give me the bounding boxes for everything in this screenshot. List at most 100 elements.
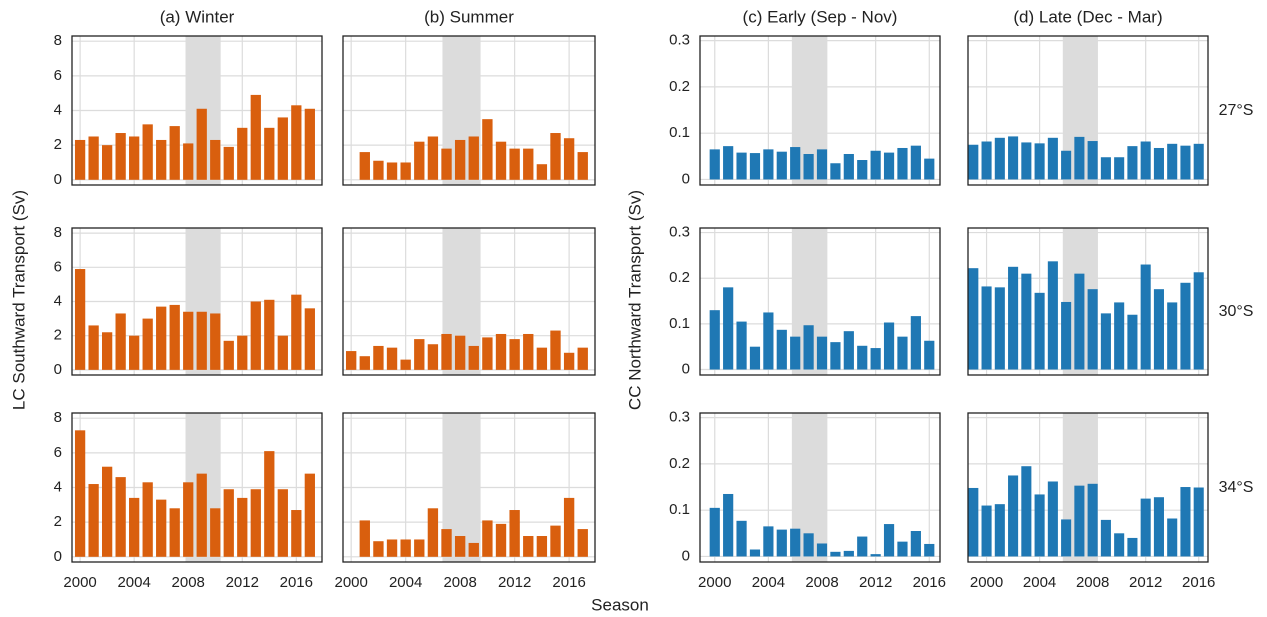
panel-frame — [71, 412, 323, 563]
bar — [883, 322, 895, 370]
bar — [304, 473, 315, 557]
bar — [277, 335, 288, 370]
panel-frame — [699, 412, 941, 563]
bar — [264, 127, 275, 180]
bar — [749, 549, 761, 557]
bar — [414, 539, 425, 557]
bar — [264, 299, 275, 370]
bar — [142, 318, 153, 370]
x-tick-label: 2004 — [752, 574, 785, 591]
y-tick-label: 4 — [54, 101, 62, 118]
panel-frame — [699, 35, 941, 186]
bar — [803, 533, 814, 557]
y-tick-label: 6 — [54, 444, 62, 461]
bar — [277, 489, 288, 557]
bar — [994, 137, 1005, 180]
x-tick-label: 2000 — [970, 574, 1003, 591]
bar — [803, 153, 814, 180]
bar — [709, 310, 720, 370]
bar — [924, 158, 935, 180]
bar — [1047, 261, 1058, 370]
y-tick-label: 8 — [54, 409, 62, 426]
bar — [1061, 150, 1072, 180]
bar — [210, 139, 221, 180]
x-axis-label: Season — [591, 595, 649, 614]
bar — [74, 139, 86, 180]
bar — [1087, 483, 1098, 557]
bar — [816, 149, 828, 180]
bar — [129, 136, 140, 180]
bar — [1193, 487, 1204, 557]
bar — [373, 345, 384, 370]
bar — [400, 162, 411, 180]
bar — [74, 269, 86, 370]
x-tick-label: 2008 — [805, 574, 838, 591]
bar — [237, 497, 248, 557]
bar — [870, 348, 881, 370]
bar — [1100, 313, 1111, 370]
bar — [981, 141, 992, 180]
y-tick-label: 2 — [54, 327, 62, 344]
y-tick-label: 0 — [54, 361, 62, 378]
bar — [509, 510, 520, 557]
panel-frame — [71, 35, 323, 186]
bar — [776, 329, 787, 370]
bar — [359, 520, 370, 557]
bar — [495, 523, 507, 557]
y-tick-label: 6 — [54, 67, 62, 84]
bar — [454, 139, 466, 180]
bar — [373, 541, 384, 557]
bar — [250, 94, 261, 180]
bar — [386, 162, 398, 180]
bar — [427, 344, 439, 370]
x-tick-label: 2000 — [698, 574, 731, 591]
y-tick-label: 6 — [54, 258, 62, 275]
bar — [857, 160, 868, 180]
bar — [910, 145, 921, 180]
y-tick-label: 2 — [54, 513, 62, 530]
bar — [1034, 143, 1045, 180]
x-tick-label: 2012 — [226, 574, 259, 591]
bar — [1114, 302, 1125, 370]
bar — [723, 287, 734, 370]
panel-frame — [71, 227, 323, 376]
bar — [968, 268, 979, 370]
bar — [1061, 519, 1072, 557]
bar — [1021, 273, 1032, 370]
y-tick-label: 2 — [54, 136, 62, 153]
bar — [1034, 494, 1045, 557]
y-tick-label: 0.1 — [669, 124, 690, 141]
bar — [210, 508, 221, 557]
y-tick-label: 8 — [54, 32, 62, 49]
bar — [994, 504, 1005, 557]
bar — [1087, 289, 1098, 370]
bar — [763, 312, 774, 370]
bar — [1127, 537, 1138, 557]
bar — [291, 510, 302, 557]
bar — [723, 146, 734, 180]
bar — [74, 430, 86, 557]
x-tick-label: 2012 — [1129, 574, 1162, 591]
panel-frame — [342, 227, 596, 376]
row-label: 30°S — [1219, 303, 1254, 320]
y-tick-label: 0.3 — [669, 224, 690, 241]
bar — [910, 530, 921, 557]
bar — [968, 487, 979, 557]
bar — [736, 152, 747, 180]
bar — [577, 529, 588, 557]
bar — [129, 497, 140, 557]
bar — [803, 325, 814, 370]
bar — [304, 308, 315, 370]
bar — [563, 138, 575, 180]
bar — [169, 508, 180, 557]
row-label: 34°S — [1219, 479, 1254, 496]
bar — [870, 150, 881, 180]
panel-title: (d) Late (Dec - Mar) — [1013, 7, 1162, 26]
bar — [763, 526, 774, 557]
bar — [156, 139, 167, 180]
bar — [1114, 533, 1125, 557]
bar — [291, 105, 302, 180]
bar — [210, 313, 221, 370]
y-axis-label: LC Southward Transport (Sv) — [9, 190, 28, 410]
